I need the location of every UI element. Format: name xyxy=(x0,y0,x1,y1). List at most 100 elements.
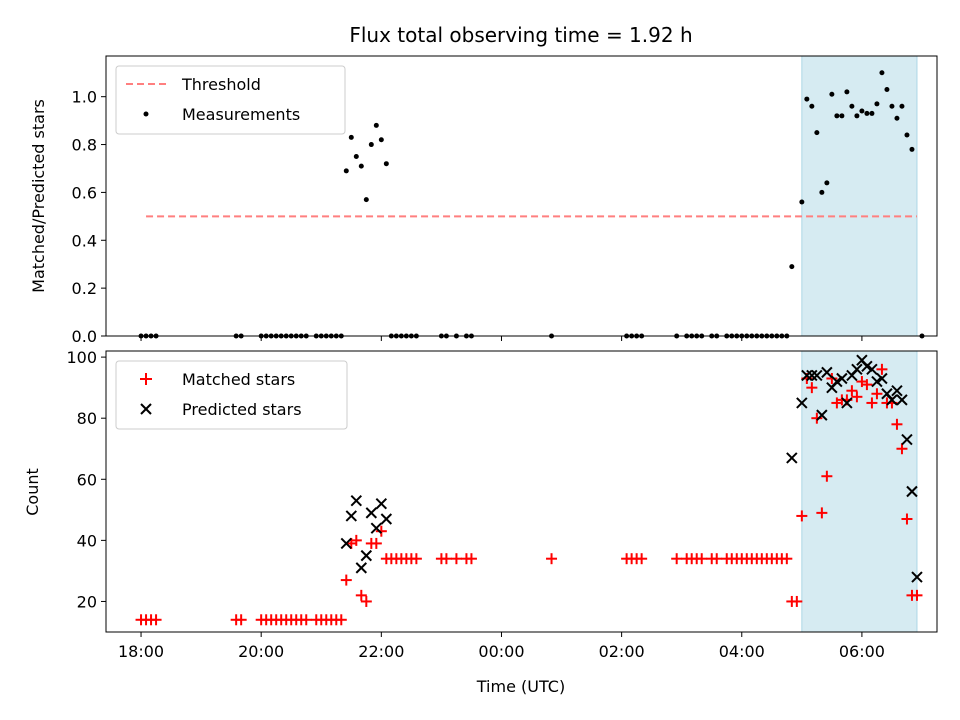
measurement-point xyxy=(874,101,880,107)
measurement-point xyxy=(864,110,870,116)
y-tick-label: 0.4 xyxy=(72,231,97,250)
matched-star-point xyxy=(811,412,823,424)
x-tick-label: 00:00 xyxy=(478,642,524,661)
top-axes-frame xyxy=(105,55,938,337)
top-y-ticks: 0.0 0.2 0.4 0.6 0.8 1.0 xyxy=(72,88,106,346)
bottom-marks xyxy=(135,354,923,626)
predicted-star-point xyxy=(841,397,853,409)
predicted-star-point xyxy=(786,452,798,464)
predicted-star-point xyxy=(806,369,818,382)
measurement-point xyxy=(348,134,354,140)
measurement-point xyxy=(894,115,900,121)
matched-star-point xyxy=(781,553,793,565)
matched-star-point xyxy=(150,614,162,626)
matched-star-point xyxy=(876,363,888,375)
measurement-point xyxy=(804,96,810,102)
matched-star-point xyxy=(711,553,723,565)
measurement-point xyxy=(809,103,815,109)
predicted-star-point xyxy=(901,433,913,446)
measurement-point xyxy=(378,137,384,143)
measurement-point xyxy=(353,154,359,160)
y-tick-label: 100 xyxy=(66,348,97,367)
measurement-point xyxy=(789,264,795,270)
predicted-star-point xyxy=(906,485,918,498)
matched-star-point xyxy=(546,553,558,565)
measurement-point xyxy=(869,110,875,116)
x-tick-label: 02:00 xyxy=(599,642,645,661)
legend-measurements-swatch xyxy=(143,111,149,117)
predicted-star-point xyxy=(891,384,903,397)
measurement-point xyxy=(854,113,860,119)
y-tick-label: 0.0 xyxy=(72,327,97,346)
measurement-point xyxy=(343,168,349,174)
predicted-star-point xyxy=(365,507,378,519)
matched-star-point xyxy=(375,525,387,537)
measurement-point xyxy=(373,122,379,128)
top-legend-box xyxy=(115,65,346,135)
y-tick-label: 0.2 xyxy=(72,279,97,298)
measurement-point xyxy=(834,113,840,119)
predicted-star-point xyxy=(380,513,393,525)
measurement-point xyxy=(824,180,830,186)
matched-star-point xyxy=(440,553,452,565)
predicted-star-point xyxy=(370,522,383,534)
legend-matched-label: Matched stars xyxy=(182,370,295,389)
measurement-point xyxy=(884,87,890,93)
matched-star-point xyxy=(861,379,873,391)
predicted-star-point xyxy=(896,394,908,406)
predicted-star-point xyxy=(355,562,368,574)
measurement-point xyxy=(799,199,805,205)
x-tick-label: 04:00 xyxy=(719,642,765,661)
y-tick-label: 0.6 xyxy=(72,183,97,202)
matched-star-point xyxy=(871,388,883,400)
measurement-point xyxy=(904,132,910,138)
matched-star-point xyxy=(901,513,913,525)
legend-threshold-label: Threshold xyxy=(181,75,261,94)
matched-star-point xyxy=(816,507,828,519)
predicted-star-point xyxy=(886,394,898,406)
matched-star-point xyxy=(410,553,422,565)
y-tick-label: 20 xyxy=(77,592,97,611)
measurement-point xyxy=(363,197,369,203)
measurement-point xyxy=(849,103,855,109)
measurement-point xyxy=(899,103,905,109)
measurement-point xyxy=(859,108,865,114)
x-tick-label: 22:00 xyxy=(358,642,404,661)
measurement-point xyxy=(814,130,820,136)
measurement-point xyxy=(819,189,825,195)
y-tick-label: 60 xyxy=(77,470,97,489)
predicted-star-point xyxy=(340,537,352,550)
matched-star-point xyxy=(796,510,808,522)
matched-star-point xyxy=(235,614,247,626)
matched-star-point xyxy=(355,589,367,601)
legend-measurements-label: Measurements xyxy=(182,105,300,124)
measurement-point xyxy=(889,103,895,109)
legend-predicted-label: Predicted stars xyxy=(182,400,302,419)
x-tick-label: 18:00 xyxy=(118,642,164,661)
y-tick-label: 1.0 xyxy=(72,88,97,107)
matched-star-point xyxy=(791,595,803,607)
predicted-star-point xyxy=(375,498,388,510)
matched-star-point xyxy=(300,614,312,626)
bottom-panel: 20 40 60 80 100 18:00 20:00 22:00 00:00 02:00 04:… xyxy=(23,348,938,696)
chart-title: Flux total observing time = 1.92 h xyxy=(349,23,692,47)
measurement-point xyxy=(358,163,364,169)
measurement-point xyxy=(879,70,885,76)
matched-star-point xyxy=(696,553,708,565)
top-highlight-span xyxy=(801,55,918,337)
bottom-axes-frame xyxy=(105,350,938,633)
matched-star-point xyxy=(866,397,878,409)
matched-star-point xyxy=(846,385,858,397)
predicted-star-point xyxy=(816,409,828,421)
predicted-star-point xyxy=(796,397,808,409)
matched-star-point xyxy=(360,595,372,607)
bottom-x-ticks: 18:00 20:00 22:00 00:00 02:00 04:00 06:00 xyxy=(118,632,885,661)
top-x-ticks xyxy=(140,336,863,341)
y-tick-label: 80 xyxy=(77,409,97,428)
predicted-star-point xyxy=(836,372,848,385)
matched-star-point xyxy=(370,537,382,549)
predicted-star-point xyxy=(350,494,363,507)
top-legend: Threshold Measurements xyxy=(115,65,346,135)
matched-star-point xyxy=(450,553,462,565)
